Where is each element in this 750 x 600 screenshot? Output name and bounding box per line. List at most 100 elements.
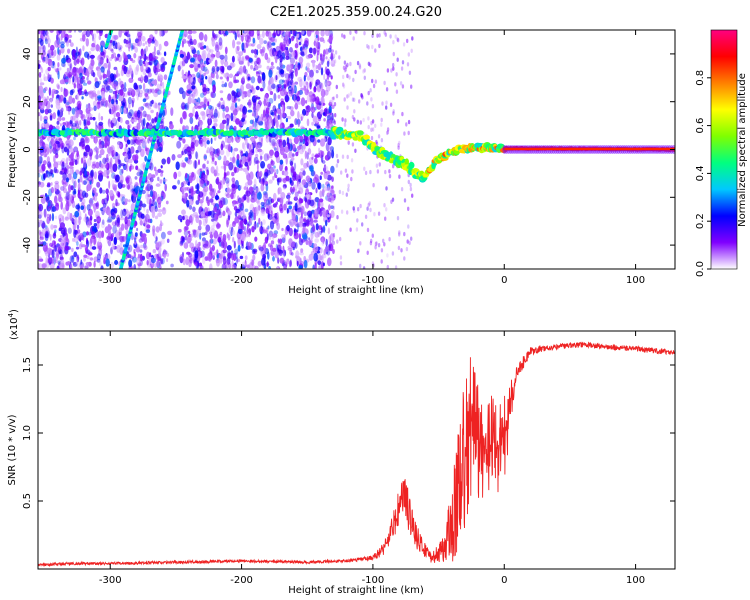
spectrogram-noise-cell (285, 31, 289, 41)
spectrogram-noise-cell (249, 119, 254, 125)
spectrogram-noise-cell (331, 104, 335, 110)
spectrogram-noise-cell (294, 242, 298, 249)
spectrogram-noise-cell (122, 163, 128, 171)
spectrogram-noise-cell (285, 117, 288, 123)
spectrogram-noise-cell (334, 50, 338, 55)
spectrogram-noise-cell (331, 63, 336, 67)
spectrogram-noise-cell (333, 193, 336, 199)
spectrogram-noise-cell (163, 51, 167, 57)
spectrogram-noise-cell (50, 104, 53, 108)
spectrogram-noise-cell (115, 202, 120, 207)
spectrogram-noise-cell (209, 183, 213, 192)
spectrogram-noise-cell (384, 216, 387, 221)
spectrogram-noise-cell (180, 218, 183, 223)
spectrogram-noise-cell (270, 65, 275, 70)
spectrogram-noise-cell (142, 110, 147, 118)
spectrogram-noise-cell (298, 41, 302, 46)
spectrogram-noise-cell (68, 166, 74, 169)
spectrogram-noise-cell (403, 131, 406, 136)
spectrogram-noise-cell (140, 74, 143, 81)
spectrogram-noise-cell (96, 253, 101, 261)
spectrogram-noise-cell (310, 106, 316, 113)
spectrogram-noise-cell (66, 177, 69, 183)
spectrogram-noise-cell (267, 196, 273, 205)
spectrogram-noise-cell (406, 38, 409, 44)
spectrogram-noise-cell (322, 112, 326, 116)
spectrogram-noise-cell (86, 204, 91, 211)
spectrogram-noise-cell (196, 72, 201, 79)
spectrogram-noise-cell (229, 157, 232, 161)
spectrogram-noise-cell (258, 176, 262, 183)
spectrogram-noise-cell (98, 153, 102, 159)
spectrogram-noise-cell (61, 161, 65, 171)
spectrogram-noise-cell (299, 260, 305, 265)
spectrogram-noise-cell (293, 196, 298, 200)
spectrogram-noise-cell (209, 238, 214, 244)
spectrogram-noise-cell (119, 107, 123, 113)
spectrogram-noise-cell (198, 199, 204, 204)
spectrogram-noise-cell (277, 94, 281, 99)
spectrogram-noise-cell (86, 76, 89, 81)
spectrogram-noise-cell (236, 88, 240, 93)
spectrogram-noise-cell (296, 149, 300, 154)
spectrogram-noise-cell (244, 255, 248, 260)
spectrogram-noise-cell (324, 30, 330, 37)
spectrogram-noise-cell (62, 215, 65, 223)
spectrogram-noise-cell (49, 213, 52, 222)
spectrogram-noise-cell (308, 91, 313, 98)
spectrogram-noise-cell (41, 263, 47, 269)
spectrogram-noise-cell (389, 34, 392, 39)
spectrogram-noise-cell (56, 136, 62, 141)
spectrogram-noise-cell (53, 231, 56, 237)
spectrogram-noise-cell (171, 154, 176, 161)
spectrogram-noise-cell (191, 49, 197, 55)
spectrogram-noise-cell (383, 80, 386, 86)
spectrogram-noise-cell (407, 206, 410, 211)
spectrogram-noise-cell (226, 65, 232, 71)
spectrogram-noise-cell (125, 163, 129, 172)
spectrogram-noise-cell (72, 49, 76, 56)
spectrogram-band-mark (81, 130, 87, 136)
spectrogram-noise-cell (70, 116, 74, 121)
spectrogram-noise-cell (250, 49, 255, 54)
spectrogram-noise-cell (109, 146, 114, 152)
spectrogram-noise-cell (53, 225, 58, 229)
spectrogram-noise-cell (90, 237, 94, 244)
spectrogram-noise-cell (251, 259, 255, 267)
spectrogram-noise-cell (247, 89, 251, 98)
spectrogram-noise-cell (392, 109, 395, 114)
spectrogram-noise-cell (76, 241, 79, 246)
spectrogram-noise-cell (253, 65, 259, 71)
spectrogram-noise-cell (405, 122, 408, 127)
spectrogram-noise-cell (388, 169, 391, 174)
spectrogram-noise-cell (268, 155, 273, 159)
spectrogram-noise-cell (47, 73, 50, 80)
spectrogram-noise-cell (263, 93, 269, 103)
spectrogram-noise-cell (98, 112, 101, 122)
spectrogram-noise-cell (205, 229, 208, 234)
spectrogram-noise-cell (217, 190, 221, 194)
spectrogram-noise-cell (211, 66, 216, 73)
spectrogram-noise-cell (211, 38, 216, 47)
spectrogram-noise-cell (172, 185, 177, 190)
spectrogram-noise-cell (55, 68, 59, 73)
spectrogram-noise-cell (315, 178, 320, 184)
spectrogram-noise-cell (136, 109, 141, 118)
spectrogram-noise-cell (332, 96, 335, 101)
spectrogram-noise-cell (316, 53, 319, 62)
spectrogram-noise-cell (208, 105, 213, 110)
spectrogram-noise-cell (124, 58, 127, 63)
spectrogram-noise-cell (153, 233, 157, 239)
spectrogram-noise-cell (106, 175, 110, 179)
spectrogram-noise-cell (223, 33, 226, 37)
spectrogram-noise-cell (42, 45, 46, 53)
spectrogram-noise-cell (279, 176, 283, 183)
spectrogram-noise-cell (59, 249, 63, 255)
spectrogram-noise-cell (87, 158, 92, 167)
spectrogram-noise-cell (130, 165, 135, 170)
spectrogram-noise-cell (205, 75, 208, 80)
spectrogram-noise-cell (236, 41, 241, 45)
spectrogram-noise-cell (363, 166, 366, 171)
spectrogram-noise-cell (79, 119, 82, 126)
spectrogram-noise-cell (366, 250, 369, 255)
